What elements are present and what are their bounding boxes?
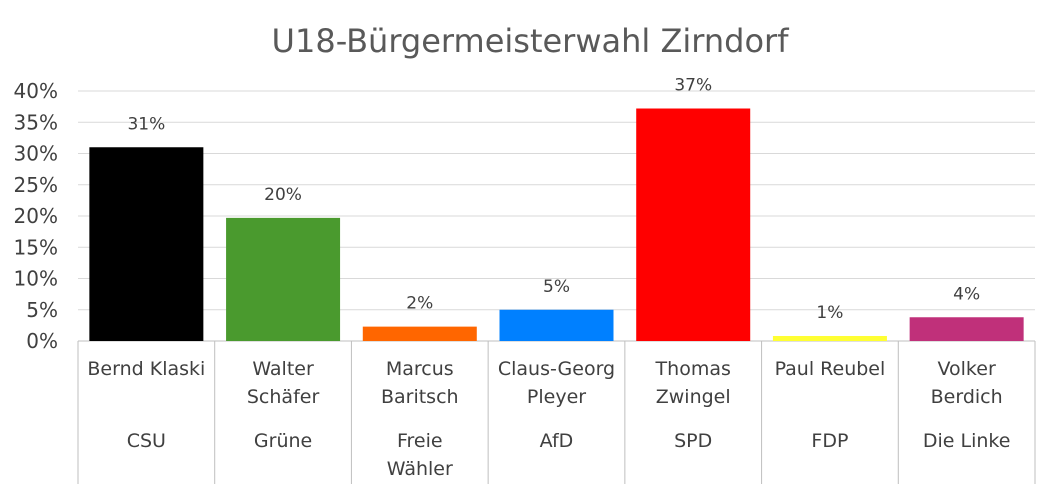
- x-tick-label-party: Die Linke: [923, 430, 1011, 452]
- x-tick-label-party: CSU: [127, 430, 166, 452]
- data-label: 31%: [127, 114, 165, 134]
- data-label: 5%: [543, 277, 570, 297]
- data-label: 20%: [264, 185, 302, 205]
- x-tick-label-name: Baritsch: [381, 386, 459, 408]
- x-tick-label-name: Zwingel: [656, 386, 731, 408]
- x-tick-label-party: FDP: [811, 430, 848, 452]
- y-tick-label: 40%: [14, 79, 58, 103]
- y-tick-label: 5%: [26, 298, 58, 322]
- bar: [499, 309, 614, 341]
- y-tick-label: 0%: [26, 329, 58, 353]
- bar: [362, 326, 477, 341]
- bar: [636, 108, 751, 341]
- x-tick-label-name: Claus-Georg: [498, 358, 615, 380]
- y-tick-label: 15%: [14, 235, 58, 259]
- y-tick-label: 25%: [14, 173, 58, 197]
- data-label: 1%: [816, 303, 843, 323]
- x-tick-label-name: Paul Reubel: [775, 358, 886, 380]
- y-tick-label: 10%: [14, 267, 58, 291]
- y-tick-label: 30%: [14, 142, 58, 166]
- bar: [89, 147, 204, 341]
- bar: [772, 336, 887, 341]
- bar: [909, 317, 1024, 341]
- x-tick-label-party: Grüne: [254, 430, 312, 452]
- x-tick-label-name: Walter: [252, 358, 314, 380]
- bar: [226, 217, 341, 341]
- x-tick-label-party: Freie: [397, 430, 443, 452]
- y-tick-label: 20%: [14, 204, 58, 228]
- x-tick-label-party: AfD: [540, 430, 574, 452]
- x-tick-label-name: Bernd Klaski: [87, 358, 205, 380]
- x-tick-label-name: Schäfer: [247, 386, 320, 408]
- data-label: 37%: [674, 76, 712, 96]
- chart-title: U18-Bürgermeisterwahl Zirndorf: [272, 22, 790, 60]
- x-tick-label-name: Marcus: [386, 358, 454, 380]
- x-tick-label-party: Wähler: [387, 458, 453, 480]
- x-tick-label-name: Berdich: [931, 386, 1003, 408]
- data-label: 4%: [953, 284, 980, 304]
- data-label: 2%: [406, 294, 433, 314]
- x-tick-label-name: Pleyer: [527, 386, 586, 408]
- x-tick-label-name: Thomas: [655, 358, 731, 380]
- y-tick-label: 35%: [14, 110, 58, 134]
- x-tick-label-name: Volker: [938, 358, 996, 380]
- x-tick-label-party: SPD: [674, 430, 712, 452]
